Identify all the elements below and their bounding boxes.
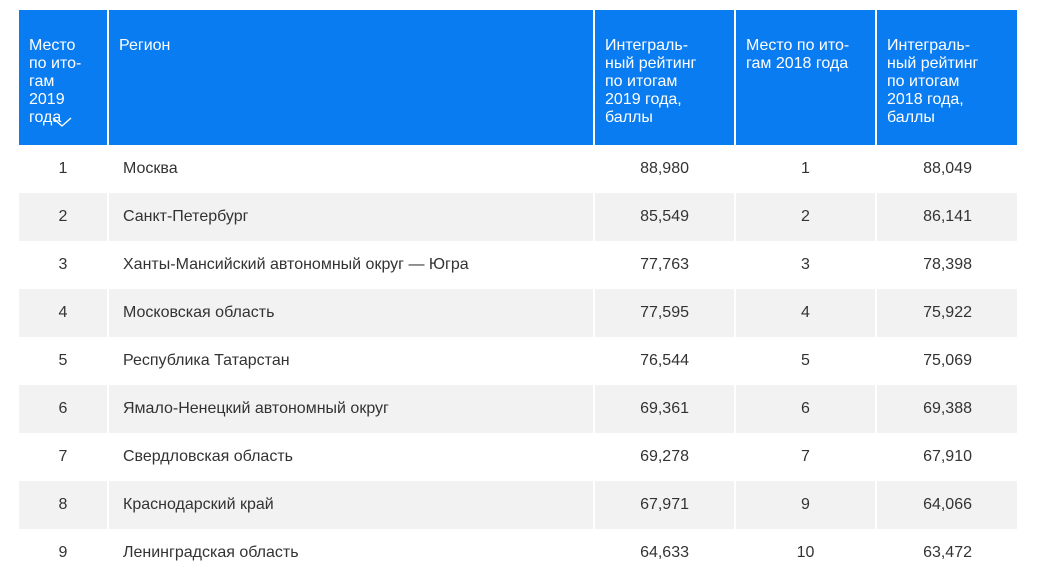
column-header-label: Место по ито- гам 2018 года [746, 37, 850, 72]
cell-score-2019: 88,980 [593, 145, 735, 193]
cell-score-2018: 86,141 [875, 193, 1017, 241]
table-row: 1 Москва 88,980 1 88,049 [19, 145, 1017, 193]
table-row: 5 Республика Татарстан 76,544 5 75,069 [19, 337, 1017, 385]
cell-place-2019: 7 [19, 433, 108, 481]
column-header-place-2019[interactable]: Место по ито- гам 2019 года [19, 10, 108, 145]
cell-place-2019: 3 [19, 241, 108, 289]
cell-region: Республика Татарстан [107, 337, 594, 385]
cell-place-2018: 6 [734, 385, 876, 433]
cell-score-2019: 77,595 [593, 289, 735, 337]
cell-score-2018: 63,472 [875, 529, 1017, 577]
cell-region: Ямало-Ненецкий автономный округ [107, 385, 594, 433]
cell-score-2019: 67,971 [593, 481, 735, 529]
cell-place-2018: 2 [734, 193, 876, 241]
cell-place-2018: 1 [734, 145, 876, 193]
cell-score-2019: 76,544 [593, 337, 735, 385]
cell-region: Санкт-Петербург [107, 193, 594, 241]
column-header-label: Место по ито- гам 2019 года [29, 37, 82, 126]
cell-score-2018: 67,910 [875, 433, 1017, 481]
header-row: Место по ито- гам 2019 года Регион Интег… [19, 10, 1017, 145]
cell-place-2018: 3 [734, 241, 876, 289]
column-header-label: Интеграль- ный рейтинг по итогам 2018 го… [887, 37, 979, 126]
column-header-label: Интеграль- ный рейтинг по итогам 2019 го… [605, 37, 697, 126]
cell-place-2018: 9 [734, 481, 876, 529]
cell-place-2018: 7 [734, 433, 876, 481]
cell-region: Свердловская область [107, 433, 594, 481]
table-row: 9 Ленинградская область 64,633 10 63,472 [19, 529, 1017, 577]
cell-region: Москва [107, 145, 594, 193]
cell-place-2019: 5 [19, 337, 108, 385]
table-row: 6 Ямало-Ненецкий автономный округ 69,361 6 6… [19, 385, 1017, 433]
cell-score-2018: 75,922 [875, 289, 1017, 337]
table-row: 3 Ханты-Мансийский автономный округ — Югр… [19, 241, 1017, 289]
column-header-score-2018[interactable]: Интеграль- ный рейтинг по итогам 2018 го… [875, 10, 1017, 145]
cell-score-2018: 75,069 [875, 337, 1017, 385]
cell-score-2018: 69,388 [875, 385, 1017, 433]
column-header-place-2018[interactable]: Место по ито- гам 2018 года [734, 10, 876, 145]
cell-place-2018: 4 [734, 289, 876, 337]
cell-place-2018: 10 [734, 529, 876, 577]
column-header-label: Регион [119, 37, 171, 54]
table-row: 2 Санкт-Петербург 85,549 2 86,141 [19, 193, 1017, 241]
cell-score-2019: 69,278 [593, 433, 735, 481]
cell-region: Московская область [107, 289, 594, 337]
cell-region: Ханты-Мансийский автономный округ — Югра [107, 241, 594, 289]
column-header-region[interactable]: Регион [107, 10, 594, 145]
cell-score-2019: 77,763 [593, 241, 735, 289]
cell-place-2019: 9 [19, 529, 108, 577]
cell-place-2019: 8 [19, 481, 108, 529]
rating-table-container: Место по ито- гам 2019 года Регион Интег… [19, 10, 1017, 577]
cell-region: Краснодарский край [107, 481, 594, 529]
cell-place-2019: 4 [19, 289, 108, 337]
cell-score-2019: 85,549 [593, 193, 735, 241]
cell-place-2018: 5 [734, 337, 876, 385]
cell-score-2018: 64,066 [875, 481, 1017, 529]
chevron-down-icon[interactable] [52, 117, 72, 127]
cell-place-2019: 6 [19, 385, 108, 433]
column-header-score-2019[interactable]: Интеграль- ный рейтинг по итогам 2019 го… [593, 10, 735, 145]
table-row: 4 Московская область 77,595 4 75,922 [19, 289, 1017, 337]
cell-score-2018: 78,398 [875, 241, 1017, 289]
table-body: 1 Москва 88,980 1 88,049 2 Санкт-Петербург 85,5… [19, 145, 1017, 577]
cell-place-2019: 1 [19, 145, 108, 193]
region-rating-table: Место по ито- гам 2019 года Регион Интег… [19, 10, 1017, 577]
cell-region: Ленинградская область [107, 529, 594, 577]
cell-score-2018: 88,049 [875, 145, 1017, 193]
table-header: Место по ито- гам 2019 года Регион Интег… [19, 10, 1017, 145]
cell-score-2019: 69,361 [593, 385, 735, 433]
table-row: 8 Краснодарский край 67,971 9 64,066 [19, 481, 1017, 529]
table-row: 7 Свердловская область 69,278 7 67,910 [19, 433, 1017, 481]
cell-score-2019: 64,633 [593, 529, 735, 577]
cell-place-2019: 2 [19, 193, 108, 241]
